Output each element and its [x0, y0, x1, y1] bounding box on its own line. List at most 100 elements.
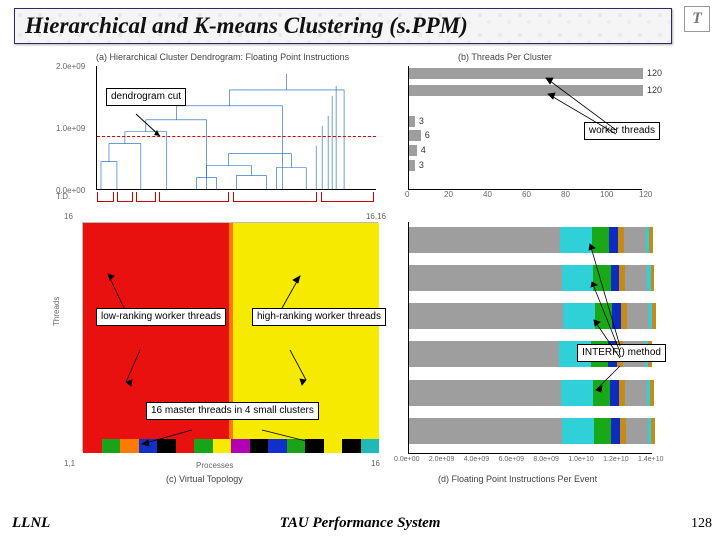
- panel-d-xtick: 8.0e+09: [533, 456, 559, 463]
- cluster-size-bar: [409, 116, 415, 127]
- cluster-size-label: 4: [421, 145, 426, 155]
- panel-b-xtick: 0: [405, 190, 409, 199]
- topology-master-cell: [194, 439, 213, 453]
- annot-master-threads: 16 master threads in 4 small clusters: [146, 402, 319, 420]
- panel-b-xtick: 80: [561, 190, 570, 199]
- fp-segment: [409, 303, 563, 329]
- annot-low-ranking: low-ranking worker threads: [96, 308, 226, 326]
- topology-body-cell: [120, 223, 139, 439]
- panel-d-xtick: 0.0e+00: [394, 456, 420, 463]
- topology-body-cell: [361, 223, 380, 439]
- fp-segment: [611, 265, 620, 291]
- cluster-bracket: [233, 192, 317, 202]
- cluster-size-bar: [409, 68, 643, 79]
- topology-master-cell: [231, 439, 250, 453]
- panel-b-xtick: 20: [444, 190, 453, 199]
- tau-logo-icon: T: [684, 6, 710, 32]
- topology-master-cell: [83, 439, 102, 453]
- panel-c-title: (c) Virtual Topology: [166, 474, 243, 484]
- panel-b-xtick: 60: [522, 190, 531, 199]
- fp-segment: [624, 227, 646, 253]
- panel-c-corner-tr: 16,16: [366, 212, 386, 221]
- cluster-size-label: 120: [647, 85, 662, 95]
- topology-master-cell: [213, 439, 232, 453]
- cluster-size-label: 120: [647, 68, 662, 78]
- panel-d-xtick: 1.2e+10: [603, 456, 629, 463]
- panel-d-xtick: 4.0e+09: [464, 456, 490, 463]
- topology-column: [361, 223, 380, 451]
- footer-center: TAU Performance System: [0, 515, 720, 532]
- fp-segment: [610, 380, 619, 406]
- fp-segment: [593, 380, 610, 406]
- panel-a-title: (a) Hierarchical Cluster Dendrogram: Flo…: [96, 52, 349, 62]
- panel-c-corner-tl: 16: [64, 212, 73, 221]
- topology-master-cell: [324, 439, 343, 453]
- slide-title: Hierarchical and K-means Clustering (s.P…: [14, 8, 672, 44]
- panel-d-xtick: 2.0e+09: [429, 456, 455, 463]
- footer-page-number: 128: [691, 516, 712, 532]
- fp-segment: [594, 418, 611, 444]
- topology-column: [120, 223, 139, 451]
- fp-segment: [650, 380, 654, 406]
- panel-c-corner-bl: 1,1: [64, 459, 75, 468]
- topology-body-cell: [102, 223, 121, 439]
- fp-segment: [409, 380, 561, 406]
- fp-segment: [562, 265, 594, 291]
- cluster-size-bar: [409, 130, 421, 141]
- fp-event-row: [409, 227, 653, 253]
- cluster-size-label: 3: [419, 116, 424, 126]
- fp-segment: [592, 227, 609, 253]
- topology-column: [342, 223, 361, 451]
- topology-master-cell: [268, 439, 287, 453]
- panel-a-dendrogram: (a) Hierarchical Cluster Dendrogram: Flo…: [56, 52, 386, 212]
- fp-event-row: [409, 380, 653, 406]
- panel-b-threads-per-cluster: (b) Threads Per Cluster 1201203643 02040…: [398, 52, 664, 212]
- fp-segment: [652, 303, 656, 329]
- panel-b-xtick: 120: [639, 190, 652, 199]
- cluster-size-bar: [409, 85, 643, 96]
- cluster-bracket: [321, 192, 374, 202]
- fp-segment: [409, 418, 562, 444]
- topology-master-cell: [139, 439, 158, 453]
- fp-segment: [625, 265, 647, 291]
- fp-segment: [612, 303, 621, 329]
- cluster-bracket: [159, 192, 229, 202]
- topology-column: [102, 223, 121, 451]
- panel-d-plot: [408, 222, 652, 454]
- annot-worker-threads: worker threads: [584, 122, 660, 140]
- panel-d-xtick: 1.0e+10: [568, 456, 594, 463]
- annot-high-ranking: high-ranking worker threads: [252, 308, 386, 326]
- cluster-bracket: [136, 192, 156, 202]
- topology-master-cell: [287, 439, 306, 453]
- cluster-bracket: [117, 192, 134, 202]
- fp-segment: [625, 380, 647, 406]
- fp-segment: [595, 303, 612, 329]
- fp-event-row: [409, 265, 653, 291]
- panel-c-virtual-topology: (c) Virtual Topology Threads Processes 1…: [56, 216, 386, 482]
- topology-master-cell: [120, 439, 139, 453]
- fp-segment: [651, 418, 655, 444]
- panel-a-plot: [96, 66, 376, 190]
- panel-a-ytick: 0.0e+00: [56, 186, 85, 195]
- fp-segment: [593, 265, 610, 291]
- fp-segment: [409, 341, 559, 367]
- fp-event-row: [409, 418, 653, 444]
- panel-c-xlabel: Processes: [196, 461, 233, 470]
- dendrogram-cut-line: [97, 136, 376, 137]
- annot-dendrogram-cut: dendrogram cut: [106, 88, 186, 106]
- panel-a-ytick: 2.0e+09: [56, 62, 85, 71]
- topology-master-cell: [361, 439, 380, 453]
- fp-segment: [562, 418, 594, 444]
- topology-body-cell: [83, 223, 102, 439]
- fp-segment: [609, 227, 618, 253]
- panel-d-xtick: 1.4e+10: [638, 456, 664, 463]
- panel-c-corner-br: 16: [371, 459, 380, 468]
- dendrogram-tree: [97, 66, 376, 190]
- topology-master-cell: [342, 439, 361, 453]
- panel-a-ytick: 1.0e+09: [56, 124, 85, 133]
- topology-body-cell: [324, 223, 343, 439]
- fp-event-row: [409, 303, 653, 329]
- panel-d-fp-per-event: (d) Floating Point Instructions Per Even…: [398, 216, 664, 482]
- topology-master-cell: [102, 439, 121, 453]
- topology-body-cell: [342, 223, 361, 439]
